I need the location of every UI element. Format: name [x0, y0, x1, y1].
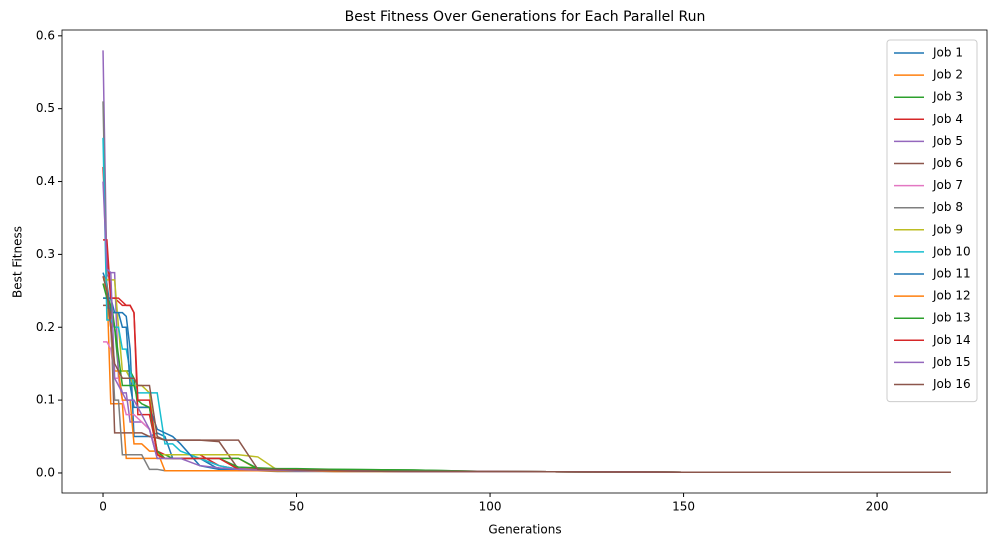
- y-tick-label: 0.1: [36, 393, 55, 407]
- legend-label: Job 8: [932, 200, 963, 214]
- series-line: [102, 276, 951, 473]
- legend-box: [886, 39, 978, 403]
- legend-label: Job 7: [932, 178, 963, 192]
- y-tick-label: 0.0: [36, 465, 55, 479]
- y-axis-label: Best Fitness: [11, 226, 25, 298]
- y-tick-label: 0.6: [36, 28, 55, 42]
- legend-label: Job 9: [932, 222, 963, 236]
- chart-title: Best Fitness Over Generations for Each P…: [345, 9, 706, 25]
- legend-label: Job 4: [932, 112, 963, 126]
- x-tick-label: 150: [672, 500, 695, 514]
- legend-label: Job 2: [932, 68, 963, 82]
- legend-label: Job 14: [932, 333, 971, 347]
- legend-label: Job 11: [932, 267, 971, 281]
- y-tick-label: 0.4: [36, 174, 55, 188]
- y-tick-label: 0.5: [36, 101, 55, 115]
- plot-frame: [61, 29, 988, 494]
- x-axis-label: Generations: [488, 523, 561, 537]
- legend-label: Job 1: [932, 46, 963, 60]
- legend-label: Job 10: [932, 244, 971, 258]
- x-tick-label: 50: [289, 500, 304, 514]
- x-tick-label: 200: [866, 500, 889, 514]
- legend-label: Job 6: [932, 156, 963, 170]
- legend-label: Job 15: [932, 355, 971, 369]
- legend-label: Job 13: [932, 311, 971, 325]
- y-tick-label: 0.2: [36, 320, 55, 334]
- x-tick-label: 0: [99, 500, 107, 514]
- y-tick-label: 0.3: [36, 247, 55, 261]
- legend-label: Job 3: [932, 90, 963, 104]
- legend-label: Job 12: [932, 289, 971, 303]
- x-tick-label: 100: [479, 500, 502, 514]
- legend-label: Job 5: [932, 134, 963, 148]
- legend-label: Job 16: [932, 377, 971, 391]
